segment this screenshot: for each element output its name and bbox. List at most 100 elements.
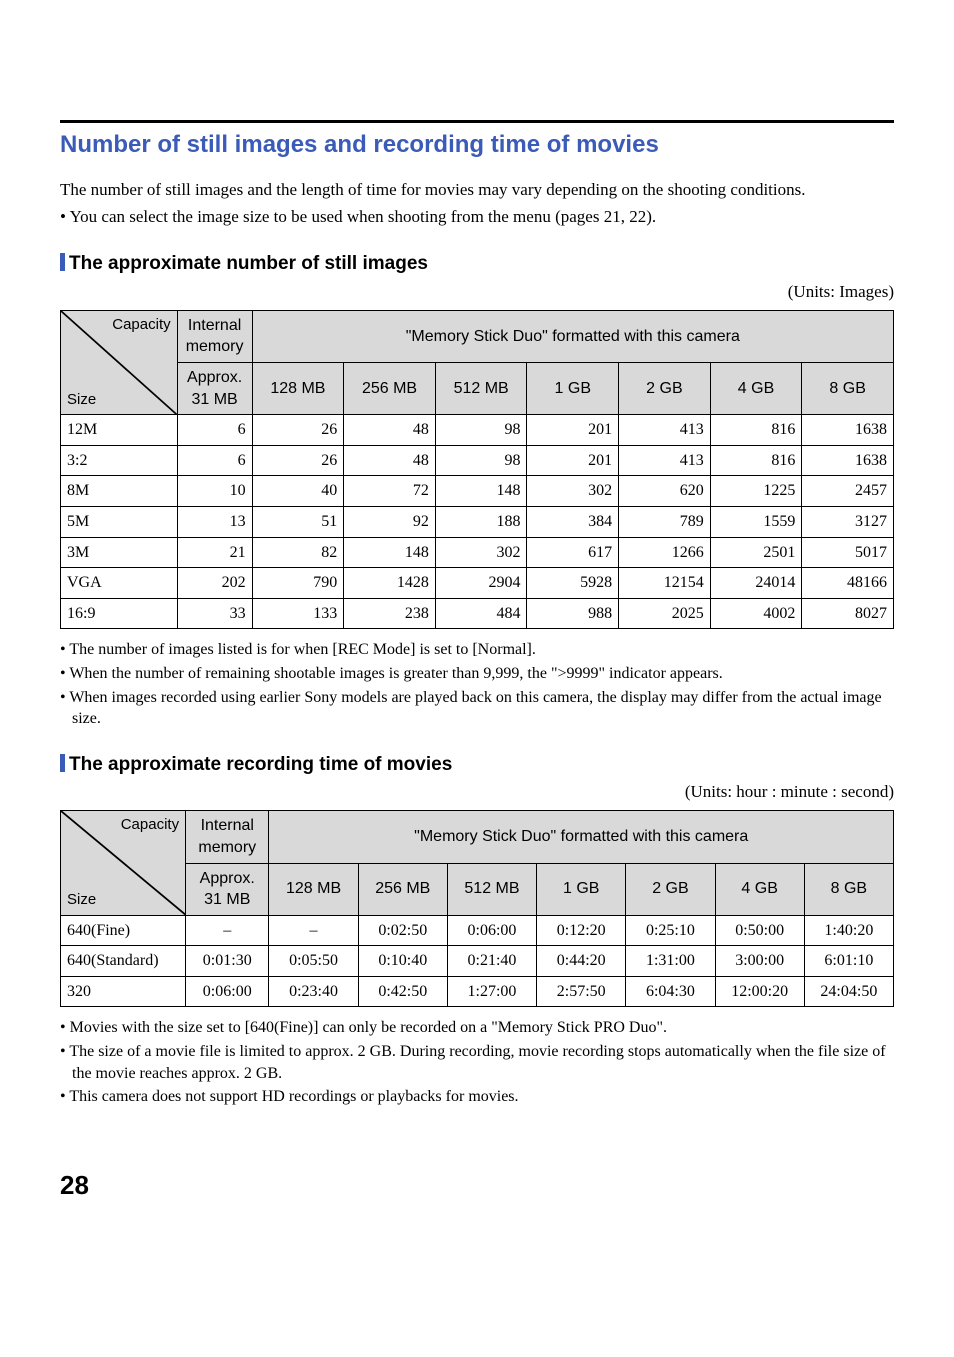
cell-value: 4002 xyxy=(710,598,802,629)
stills-cap-5: 4 GB xyxy=(710,363,802,415)
movies-internal-sub: Approx. 31 MB xyxy=(186,863,269,915)
stills-internal-header: Internal memory xyxy=(177,310,252,362)
movies-cap-5: 4 GB xyxy=(715,863,804,915)
movies-notes: Movies with the size set to [640(Fine)] … xyxy=(60,1017,894,1107)
cell-value: 484 xyxy=(435,598,527,629)
cell-value: 202 xyxy=(177,568,252,599)
cell-value: – xyxy=(269,915,358,946)
cell-value: 0:12:20 xyxy=(537,915,626,946)
page-number: 28 xyxy=(60,1168,894,1203)
cell-value: 148 xyxy=(344,537,436,568)
cell-value: 201 xyxy=(527,415,619,446)
cell-value: 6 xyxy=(177,445,252,476)
cell-value: 5928 xyxy=(527,568,619,599)
cell-value: 0:06:00 xyxy=(186,976,269,1007)
cell-value: 133 xyxy=(252,598,344,629)
movies-cap-1: 256 MB xyxy=(358,863,447,915)
cell-value: 72 xyxy=(344,476,436,507)
cell-value: 10 xyxy=(177,476,252,507)
stills-ms-header: "Memory Stick Duo" formatted with this c… xyxy=(252,310,893,362)
cell-value: 0:05:50 xyxy=(269,946,358,977)
note-bullet: Movies with the size set to [640(Fine)] … xyxy=(60,1017,894,1039)
table-row: 3:262648982014138161638 xyxy=(61,445,894,476)
cell-value: 5017 xyxy=(802,537,894,568)
cell-value: 816 xyxy=(710,415,802,446)
row-label: 12M xyxy=(61,415,178,446)
cell-value: 48166 xyxy=(802,568,894,599)
stills-internal-sub: Approx. 31 MB xyxy=(177,363,252,415)
cell-value: 0:10:40 xyxy=(358,946,447,977)
cell-value: 413 xyxy=(619,415,711,446)
row-label: 3M xyxy=(61,537,178,568)
cell-value: 0:42:50 xyxy=(358,976,447,1007)
cell-value: 620 xyxy=(619,476,711,507)
intro-paragraph: The number of still images and the lengt… xyxy=(60,179,894,202)
cell-value: 1638 xyxy=(802,415,894,446)
stills-capacity-label: Capacity xyxy=(112,315,170,335)
cell-value: 789 xyxy=(619,507,711,538)
cell-value: 40 xyxy=(252,476,344,507)
row-label: 8M xyxy=(61,476,178,507)
table-row: 12M62648982014138161638 xyxy=(61,415,894,446)
cell-value: 1428 xyxy=(344,568,436,599)
row-label: 320 xyxy=(61,976,186,1007)
stills-size-label: Size xyxy=(67,390,96,410)
cell-value: 6 xyxy=(177,415,252,446)
heading-bar-icon xyxy=(60,754,65,772)
row-label: 640(Fine) xyxy=(61,915,186,946)
movies-cap-0: 128 MB xyxy=(269,863,358,915)
cell-value: 8027 xyxy=(802,598,894,629)
cell-value: 0:50:00 xyxy=(715,915,804,946)
table-row: 16:933133238484988202540028027 xyxy=(61,598,894,629)
cell-value: 26 xyxy=(252,445,344,476)
note-bullet: When images recorded using earlier Sony … xyxy=(60,687,894,730)
cell-value: 3127 xyxy=(802,507,894,538)
note-bullet: The size of a movie file is limited to a… xyxy=(60,1041,894,1084)
cell-value: 0:06:00 xyxy=(447,915,536,946)
stills-units: (Units: Images) xyxy=(60,281,894,304)
stills-heading-text: The approximate number of still images xyxy=(69,253,428,274)
cell-value: 12:00:20 xyxy=(715,976,804,1007)
cell-value: 0:02:50 xyxy=(358,915,447,946)
cell-value: 2501 xyxy=(710,537,802,568)
stills-cap-6: 8 GB xyxy=(802,363,894,415)
cell-value: 2457 xyxy=(802,476,894,507)
cell-value: 33 xyxy=(177,598,252,629)
cell-value: 1638 xyxy=(802,445,894,476)
horizontal-rule xyxy=(60,120,894,123)
cell-value: 238 xyxy=(344,598,436,629)
cell-value: 48 xyxy=(344,445,436,476)
cell-value: 98 xyxy=(435,415,527,446)
cell-value: 3:00:00 xyxy=(715,946,804,977)
cell-value: 13 xyxy=(177,507,252,538)
cell-value: 0:21:40 xyxy=(447,946,536,977)
movies-diag-header: Capacity Size xyxy=(61,811,186,915)
cell-value: 92 xyxy=(344,507,436,538)
section-title: Number of still images and recording tim… xyxy=(60,129,894,161)
cell-value: 302 xyxy=(527,476,619,507)
movies-units: (Units: hour : minute : second) xyxy=(60,781,894,804)
stills-notes: The number of images listed is for when … xyxy=(60,639,894,729)
cell-value: 26 xyxy=(252,415,344,446)
stills-cap-3: 1 GB xyxy=(527,363,619,415)
table-row: 3M2182148302617126625015017 xyxy=(61,537,894,568)
row-label: 640(Standard) xyxy=(61,946,186,977)
cell-value: 2025 xyxy=(619,598,711,629)
cell-value: 148 xyxy=(435,476,527,507)
cell-value: 24014 xyxy=(710,568,802,599)
cell-value: 2:57:50 xyxy=(537,976,626,1007)
table-row: VGA202790142829045928121542401448166 xyxy=(61,568,894,599)
movies-internal-header: Internal memory xyxy=(186,811,269,863)
cell-value: 1:40:20 xyxy=(804,915,893,946)
note-bullet: When the number of remaining shootable i… xyxy=(60,663,894,685)
cell-value: 6:04:30 xyxy=(626,976,715,1007)
stills-cap-0: 128 MB xyxy=(252,363,344,415)
cell-value: 1559 xyxy=(710,507,802,538)
movies-heading: The approximate recording time of movies xyxy=(60,752,894,778)
cell-value: 384 xyxy=(527,507,619,538)
cell-value: 51 xyxy=(252,507,344,538)
note-bullet: This camera does not support HD recordin… xyxy=(60,1086,894,1108)
cell-value: 617 xyxy=(527,537,619,568)
cell-value: 82 xyxy=(252,537,344,568)
cell-value: 1:31:00 xyxy=(626,946,715,977)
